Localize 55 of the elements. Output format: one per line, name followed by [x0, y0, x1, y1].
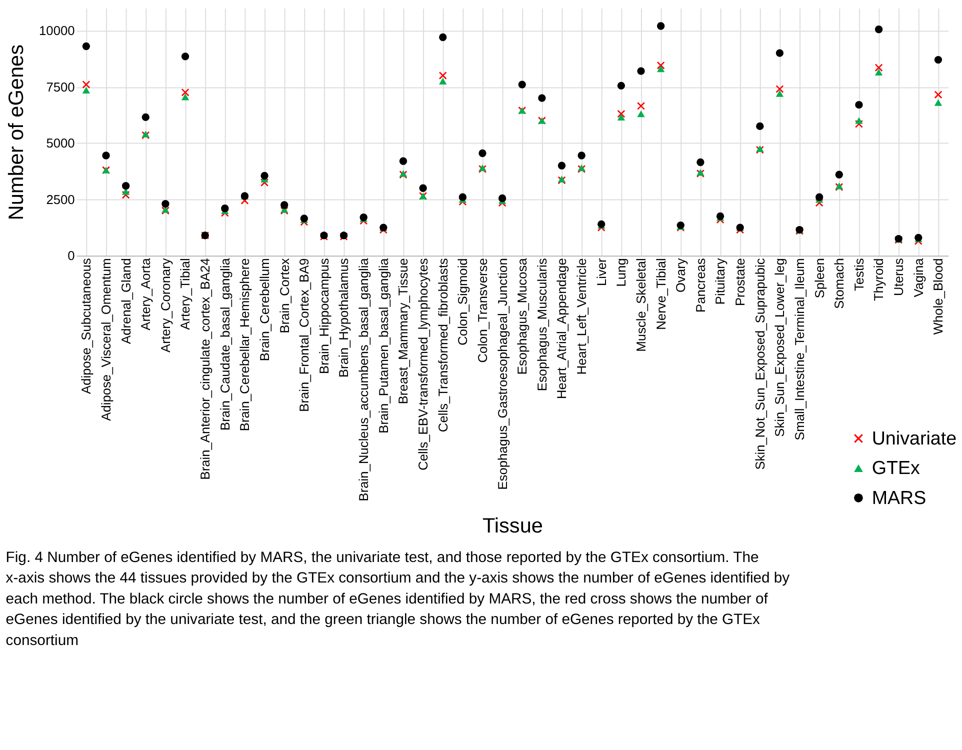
x-tick-label: Breast_Mammary_Tissue — [396, 258, 411, 404]
x-tick-label: Artery_Aorta — [138, 257, 154, 330]
x-tick-label: Brain_Cortex — [276, 258, 292, 334]
legend-label: Univariate — [872, 427, 957, 448]
x-tick-label: Heart_Atrial_Appendage — [554, 258, 570, 399]
y-tick-label: 7500 — [46, 79, 75, 94]
x-tick-label: Esophagus_Gastroesophageal_Junction — [494, 258, 510, 490]
x-tick-label: Pituitary — [712, 258, 728, 305]
x-tick-label: Adipose_Subcutaneous — [78, 258, 94, 394]
x-tick-label: Brain_Putamen_basal_ganglia — [376, 257, 391, 434]
x-tick-label: Skin_Not_Sun_Exposed_Suprapubic — [752, 258, 768, 470]
legend-label: GTEx — [872, 457, 921, 478]
y-tick-label: 0 — [68, 248, 75, 264]
x-tick-label: Ovary — [673, 258, 688, 292]
x-tick-label: Spleen — [812, 258, 827, 298]
x-tick-label: Small_Intestine_Terminal_Ileum — [792, 258, 807, 440]
x-tick-label: Lung — [614, 258, 629, 287]
x-tick-label: Esophagus_Muscularis — [534, 258, 550, 392]
x-tick-label: Brain_Caudate_basal_ganglia — [217, 257, 232, 430]
x-tick-label: Uterus — [891, 258, 906, 296]
x-tick-label: Colon_Sigmoid — [455, 258, 470, 346]
y-tick-label: 5000 — [46, 136, 75, 151]
x-tick-label: Brain_Frontal_Cortex_BA9 — [296, 258, 312, 412]
x-tick-label: Artery_Coronary — [158, 258, 173, 352]
y-tick-label: 2500 — [46, 192, 75, 207]
x-tick-label: Adrenal_Gland — [118, 258, 134, 344]
x-tick-label: Brain_Hypothalamus — [336, 258, 352, 378]
x-tick-label: Brain_Nucleus_accumbens_basal_ganglia — [356, 257, 372, 502]
x-tick-label: Artery_Tibial — [178, 258, 193, 330]
x-tick-label: Cells_EBV-transformed_lymphocytes — [416, 258, 430, 470]
x-tick-label: Heart_Left_Ventricle — [574, 258, 590, 375]
x-tick-label: Skin_Sun_Exposed_Lower_leg — [772, 258, 788, 437]
x-tick-label: Nerve_Tibial — [653, 258, 668, 330]
x-tick-label: Stomach — [832, 258, 847, 309]
x-tick-label: Adipose_Visceral_Omentum — [98, 258, 114, 421]
y-tick-label: 10000 — [39, 22, 75, 38]
x-tick-label: Esophagus_Mucosa — [514, 257, 530, 375]
x-tick-label: Muscle_Skeletal — [633, 258, 648, 352]
legend-label: MARS — [872, 486, 926, 508]
x-tick-label: Brain_Cerebellar_Hemisphere — [237, 258, 252, 432]
x-tick-label: Whole_Blood — [930, 258, 946, 335]
x-tick-label: Liver — [594, 257, 609, 286]
x-tick-label: Vagina — [910, 257, 926, 298]
x-tick-label: Brain_Hippocampus — [316, 258, 332, 374]
x-tick-label: Prostate — [732, 258, 748, 306]
x-axis-title: Tissue — [482, 514, 543, 538]
x-tick-label: Thyroid — [871, 258, 886, 302]
x-tick-label: Colon_Transverse — [474, 258, 490, 363]
caption: Fig. 4 Number of eGenes identified by MARS, the univariate test, and those reported by the GTEx consortium. The x-axis shows the 44 tissues provided by the GTEx consortium and the y-axis shows the number of eGenes identified by each method. The black circle shows the number of eGenes identified by MARS, the red cross shows the number of eGenes identified by the univariate test, and the green triangle shows the number of eGenes reported by the GTEx consortium — [6, 550, 790, 650]
x-tick-label: Pancreas — [692, 258, 708, 312]
y-axis-title: Number of eGenes — [5, 44, 28, 220]
x-tick-label: Cells_Transformed_fibroblasts — [435, 258, 450, 432]
x-tick-label: Testis — [851, 258, 866, 292]
x-tick-label: Brain_Anterior_cingulate_cortex_BA24 — [198, 258, 213, 480]
x-tick-label: Brain_Cerebellum — [256, 258, 272, 362]
